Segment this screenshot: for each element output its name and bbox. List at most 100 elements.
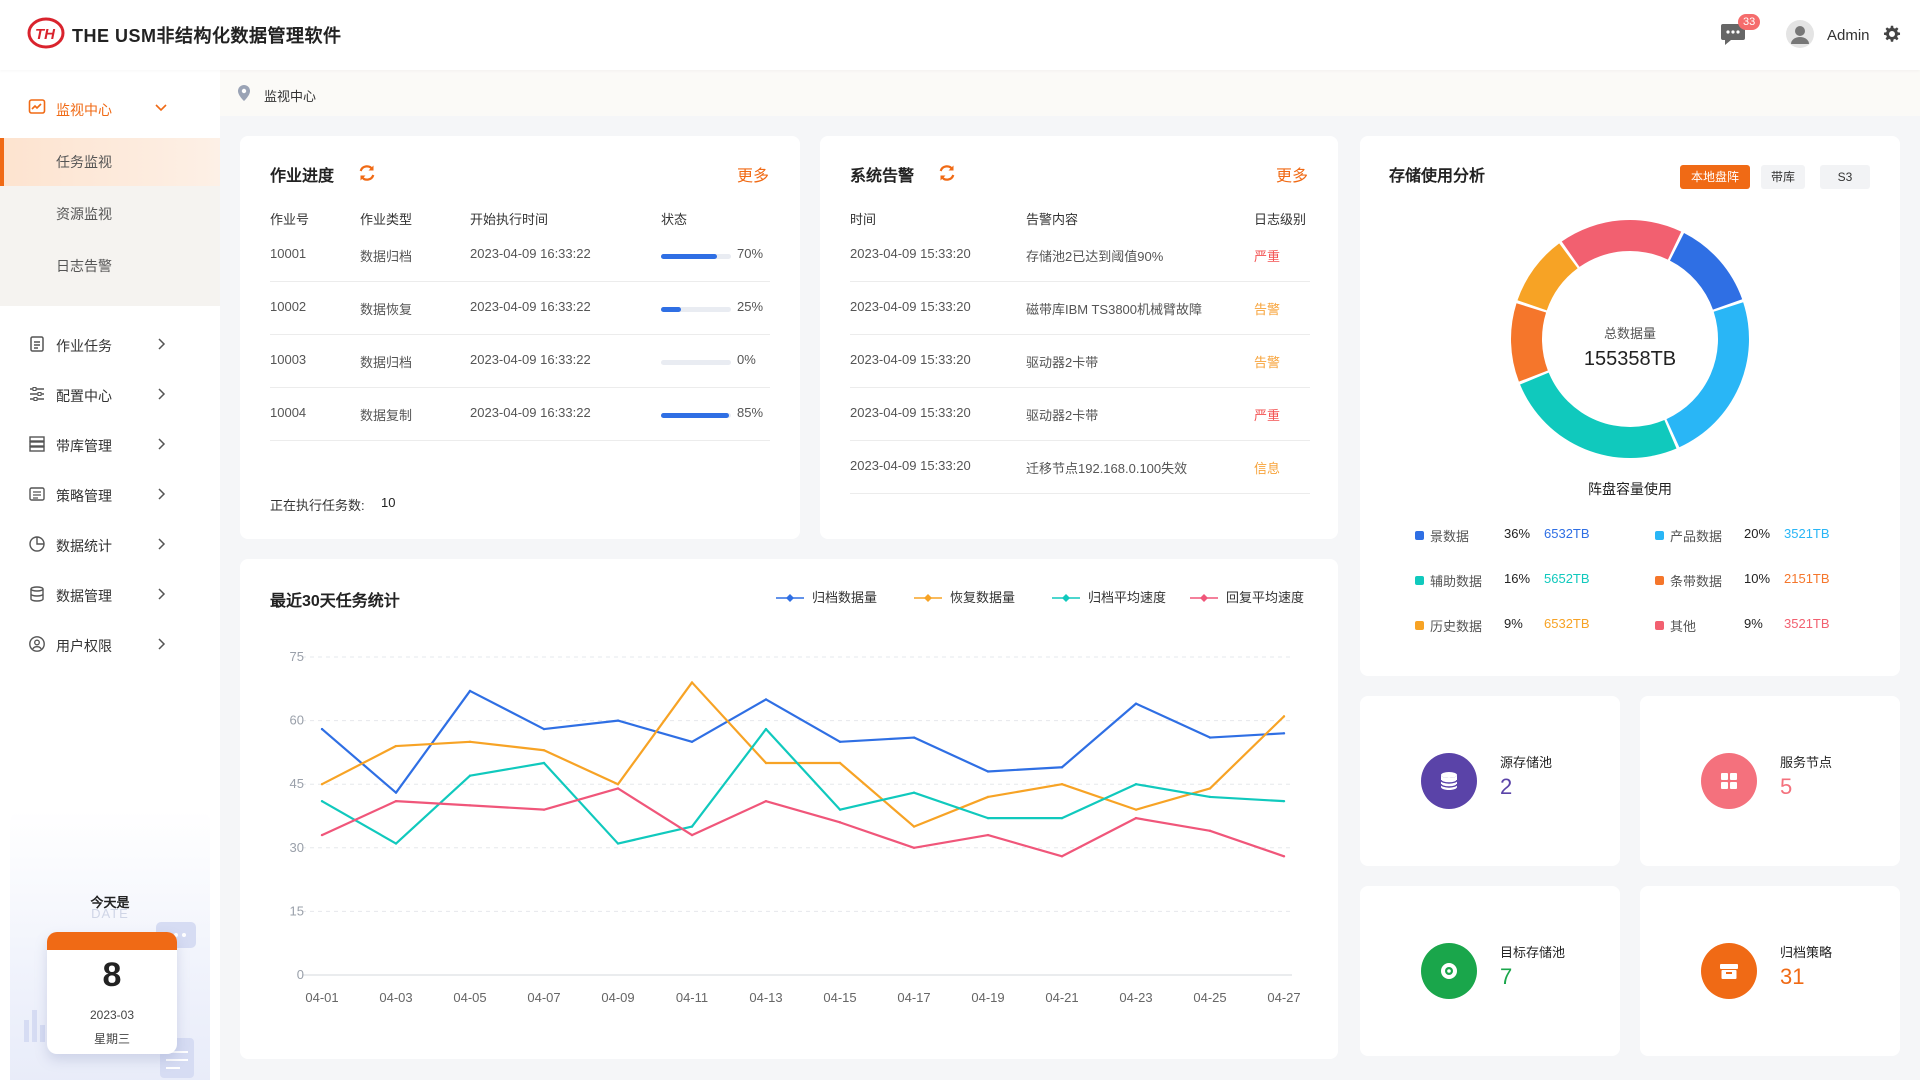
data-point[interactable]	[320, 727, 324, 731]
data-point[interactable]	[838, 761, 842, 765]
data-point[interactable]	[320, 799, 324, 803]
more-link[interactable]: 更多	[1276, 168, 1309, 185]
stat-icon-circle	[1421, 753, 1477, 809]
sidebar-subitem-task-monitor[interactable]: 任务监视	[0, 138, 220, 186]
more-link[interactable]: 更多	[737, 168, 770, 185]
stat-icon-circle	[1701, 753, 1757, 809]
data-point[interactable]	[986, 816, 990, 820]
user-name[interactable]: Admin	[1827, 27, 1870, 44]
sidebar-subitem-log-alerts[interactable]: 日志告警	[56, 258, 112, 274]
refresh-icon[interactable]	[937, 163, 957, 183]
data-point[interactable]	[838, 808, 842, 811]
sidebar-item-tape-library[interactable]: 带库管理	[0, 424, 220, 464]
tab-tape-library[interactable]: 带库	[1761, 165, 1805, 189]
stat-card[interactable]: 归档策略 31	[1640, 886, 1900, 1056]
data-point[interactable]	[838, 740, 842, 743]
series-line[interactable]	[321, 787, 1285, 858]
data-point[interactable]	[616, 787, 620, 790]
data-point[interactable]	[1060, 783, 1064, 786]
legend-percent: 9%	[1504, 616, 1523, 631]
sidebar-item-statistics[interactable]: 数据统计	[0, 524, 220, 564]
tab-s3[interactable]: S3	[1820, 165, 1870, 189]
donut-slice[interactable]	[1561, 220, 1682, 267]
data-point[interactable]	[320, 833, 324, 837]
donut-slice[interactable]	[1666, 302, 1749, 448]
data-point[interactable]	[986, 795, 990, 799]
data-point[interactable]	[690, 833, 694, 837]
data-point[interactable]	[912, 825, 916, 828]
data-point[interactable]	[468, 689, 472, 693]
data-point[interactable]	[616, 842, 620, 845]
stat-card[interactable]: 服务节点 5	[1640, 696, 1900, 866]
sidebar-subitem-resource-monitor[interactable]: 资源监视	[56, 206, 112, 222]
refresh-icon[interactable]	[357, 163, 377, 183]
data-point[interactable]	[1060, 766, 1064, 769]
sidebar-item-monitor-center[interactable]: 监视中心	[0, 84, 220, 132]
data-point[interactable]	[912, 736, 916, 739]
data-point[interactable]	[320, 783, 324, 786]
stat-label: 归档策略	[1780, 945, 1833, 960]
data-point[interactable]	[986, 833, 990, 837]
data-point[interactable]	[542, 749, 546, 752]
data-point[interactable]	[1208, 795, 1212, 799]
series-line[interactable]	[321, 681, 1285, 828]
data-point[interactable]	[468, 804, 472, 807]
data-point[interactable]	[394, 744, 398, 748]
messages-button[interactable]: 33	[1720, 14, 1761, 48]
data-point[interactable]	[1208, 736, 1212, 739]
data-point[interactable]	[616, 783, 620, 786]
data-point[interactable]	[764, 799, 768, 803]
data-point[interactable]	[394, 791, 398, 794]
x-tick-label: 04-27	[1267, 990, 1300, 1005]
sidebar-item-config[interactable]: 配置中心	[0, 374, 220, 414]
data-point[interactable]	[1282, 855, 1286, 858]
sidebar-item-user-permissions[interactable]: 用户权限	[0, 624, 220, 664]
donut-slice[interactable]	[1669, 232, 1743, 310]
data-point[interactable]	[1134, 816, 1138, 820]
data-point[interactable]	[986, 770, 990, 773]
stat-card[interactable]: 目标存储池 7	[1360, 886, 1620, 1056]
stat-card[interactable]: 源存储池 2	[1360, 696, 1620, 866]
data-point[interactable]	[1208, 787, 1212, 790]
data-point[interactable]	[838, 821, 842, 824]
gear-icon[interactable]	[1883, 25, 1901, 43]
series-line[interactable]	[321, 689, 1285, 794]
data-point[interactable]	[764, 727, 768, 731]
sidebar-item-data-management[interactable]: 数据管理	[0, 574, 220, 614]
data-point[interactable]	[764, 698, 768, 701]
data-point[interactable]	[542, 761, 546, 765]
data-point[interactable]	[690, 681, 694, 684]
series-line[interactable]	[321, 727, 1285, 845]
data-point[interactable]	[764, 761, 768, 765]
data-point[interactable]	[1060, 855, 1064, 858]
data-point[interactable]	[1282, 799, 1286, 803]
data-point[interactable]	[912, 846, 916, 849]
data-point[interactable]	[394, 842, 398, 845]
sidebar-item-policy[interactable]: 策略管理	[0, 474, 220, 514]
sidebar-item-jobs[interactable]: 作业任务	[0, 324, 220, 364]
donut-slice[interactable]	[1517, 243, 1578, 311]
data-point[interactable]	[1208, 829, 1212, 833]
data-point[interactable]	[468, 774, 472, 777]
data-point[interactable]	[912, 791, 916, 794]
y-tick-label: 15	[290, 903, 304, 918]
donut-slice[interactable]	[1511, 303, 1548, 382]
data-point[interactable]	[542, 808, 546, 811]
svg-text:TH: TH	[35, 26, 56, 43]
data-point[interactable]	[394, 799, 398, 803]
data-point[interactable]	[1282, 715, 1286, 718]
data-point[interactable]	[690, 825, 694, 828]
data-point[interactable]	[1134, 783, 1138, 786]
data-point[interactable]	[1134, 808, 1138, 811]
data-point[interactable]	[1134, 702, 1138, 705]
data-point[interactable]	[468, 740, 472, 743]
data-point[interactable]	[690, 740, 694, 743]
legend-name: 辅助数据	[1430, 574, 1483, 589]
avatar[interactable]	[1786, 20, 1814, 48]
donut-slice[interactable]	[1520, 372, 1677, 458]
tab-local-array[interactable]: 本地盘阵	[1680, 165, 1750, 189]
data-point[interactable]	[1282, 732, 1286, 735]
data-point[interactable]	[542, 727, 546, 731]
data-point[interactable]	[616, 719, 620, 722]
data-point[interactable]	[1060, 816, 1064, 820]
